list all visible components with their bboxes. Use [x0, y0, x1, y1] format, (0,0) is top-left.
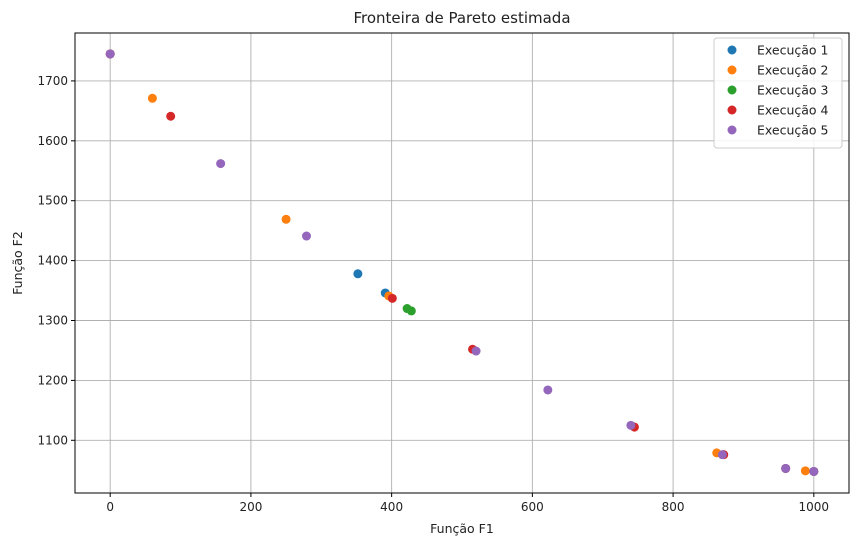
data-point — [717, 450, 727, 460]
data-point — [800, 466, 810, 476]
y-tick-label: 1700 — [37, 74, 68, 88]
data-point — [166, 111, 176, 121]
x-tick-label: 0 — [106, 500, 114, 514]
y-tick-label: 1100 — [37, 433, 68, 447]
y-tick-label: 1300 — [37, 314, 68, 328]
data-point — [809, 466, 819, 476]
x-tick-label: 1000 — [799, 500, 830, 514]
data-point — [301, 231, 311, 241]
legend-marker — [727, 105, 737, 115]
data-point — [147, 93, 157, 103]
data-point — [406, 306, 416, 316]
legend-box — [713, 37, 843, 149]
plot-frame — [74, 32, 850, 494]
data-point — [353, 269, 363, 279]
legend-entry: Execução 2 — [757, 63, 829, 78]
legend-marker — [727, 65, 737, 75]
data-points — [105, 49, 819, 476]
data-point — [471, 346, 481, 356]
x-tick-label: 800 — [662, 500, 685, 514]
series-3-points — [402, 304, 416, 316]
series-1-points — [105, 49, 819, 476]
data-point — [105, 49, 115, 59]
y-tick-label: 1400 — [37, 254, 68, 268]
data-point — [216, 159, 226, 169]
x-tick-label: 400 — [380, 500, 403, 514]
y-tick-label: 1200 — [37, 373, 68, 387]
data-point — [281, 214, 291, 224]
data-point — [387, 293, 397, 303]
x-tick-label: 600 — [521, 500, 544, 514]
axis-ticks: 0 200 400 600 800 1000 1100 1200 1300 1400 1500 160… — [37, 74, 829, 514]
chart-title: Fronteira de Pareto estimada — [353, 9, 570, 27]
legend-marker — [727, 85, 737, 95]
legend-marker — [727, 125, 737, 135]
legend-entry: Execução 3 — [757, 83, 829, 98]
legend-marker — [727, 45, 737, 55]
series-4-points — [105, 49, 819, 476]
legend-entry: Execução 5 — [757, 123, 829, 138]
data-point — [626, 420, 636, 430]
y-axis-label: Função F2 — [10, 231, 25, 295]
series-2-points — [105, 49, 810, 476]
legend-entry: Execução 1 — [757, 43, 829, 58]
legend-entry: Execução 4 — [757, 103, 829, 118]
legend: Execução 1 Execução 2 Execução 3 Execução 4… — [713, 37, 843, 149]
x-axis-label: Função F1 — [430, 521, 494, 536]
data-point — [543, 385, 553, 395]
y-tick-label: 1600 — [37, 134, 68, 148]
x-tick-label: 200 — [239, 500, 262, 514]
y-tick-label: 1500 — [37, 194, 68, 208]
data-point — [781, 463, 791, 473]
series-5-points — [105, 49, 819, 476]
